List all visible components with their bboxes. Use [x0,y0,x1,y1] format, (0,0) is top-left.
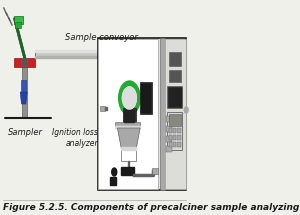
Bar [121,147,136,161]
Bar [173,142,176,147]
Text: Sample conveyor: Sample conveyor [64,33,137,42]
Bar [169,88,181,106]
Bar [117,50,125,128]
Polygon shape [13,18,26,60]
Bar [121,147,136,150]
Bar [115,122,140,126]
Bar [167,112,182,150]
Bar [22,65,26,118]
Bar [173,135,176,140]
Circle shape [184,107,188,113]
Bar [169,142,172,147]
Bar [166,116,172,122]
Bar [22,58,26,66]
Bar [169,70,181,82]
Bar [117,50,119,128]
Text: Figure 5.2.5. Components of precalciner sample analyzing system.: Figure 5.2.5. Components of precalciner … [3,203,300,212]
Bar [123,50,125,128]
Bar [35,56,124,58]
Bar [166,136,172,142]
Bar [124,110,134,122]
Bar [177,135,181,140]
Bar [169,128,172,133]
Bar [169,52,181,66]
Circle shape [122,87,136,109]
Bar [177,142,181,147]
Bar [123,108,136,124]
Bar [169,114,181,126]
Polygon shape [20,92,27,104]
Circle shape [112,168,117,176]
Bar [140,82,152,114]
Bar [128,161,129,171]
Bar [115,126,140,128]
Bar [166,146,172,152]
Bar [14,16,23,24]
Bar [110,177,116,185]
Bar [166,126,172,132]
Bar [105,107,107,110]
Circle shape [122,87,136,109]
Text: Ignition loss
analyzer: Ignition loss analyzer [52,128,98,148]
Bar [177,128,181,133]
Bar [98,39,158,189]
Bar [15,22,22,28]
Bar [100,106,105,111]
Bar [152,168,158,174]
Bar [35,50,124,52]
Bar [167,86,182,108]
Bar [14,58,35,67]
Bar [121,167,134,175]
Bar [169,135,172,140]
Bar [173,128,176,133]
Bar [141,84,150,112]
Bar [98,38,186,190]
Polygon shape [117,128,140,148]
Text: Sampler: Sampler [8,128,43,137]
Bar [160,38,165,190]
Bar [165,39,186,189]
Bar [22,80,26,94]
Bar [35,50,124,58]
